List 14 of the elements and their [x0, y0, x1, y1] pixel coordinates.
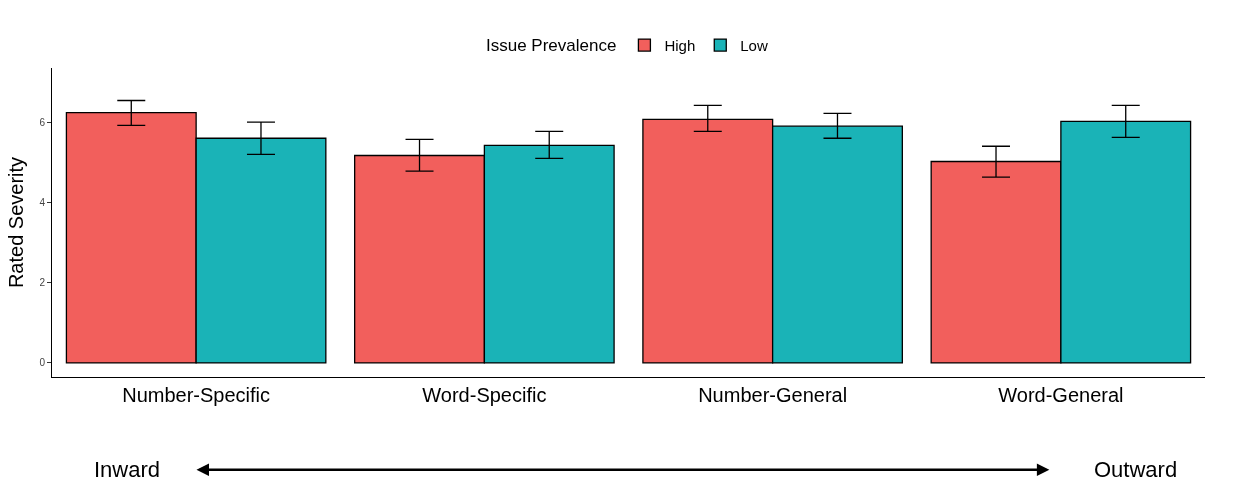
x-tick-label: Word-Specific [422, 384, 547, 406]
y-tick-label: 0 [39, 357, 46, 369]
text: Inward [94, 457, 161, 482]
legend-label: Low [740, 36, 768, 54]
y-tick-label: 4 [39, 196, 46, 208]
legend-title: Issue Prevalence [486, 35, 617, 55]
x-tick-label: Word-General [998, 384, 1124, 406]
y-tick-label: 6 [39, 116, 46, 128]
text: Outward [1094, 457, 1178, 482]
legend-label: High [664, 36, 696, 54]
x-tick-label: Number-Specific [122, 384, 271, 406]
y-axis-title: Rated Severity [4, 156, 27, 289]
x-tick-label: Number-General [698, 384, 848, 406]
y-tick-label: 2 [39, 277, 46, 289]
